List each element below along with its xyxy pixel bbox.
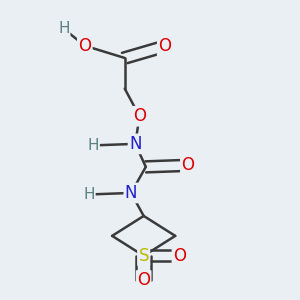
Text: H: H <box>88 138 99 153</box>
Text: H: H <box>83 187 95 202</box>
Text: O: O <box>182 156 194 174</box>
Text: O: O <box>133 107 146 125</box>
Text: O: O <box>137 272 150 290</box>
Text: O: O <box>158 37 171 55</box>
Text: N: N <box>125 184 137 202</box>
Text: S: S <box>138 247 149 265</box>
Text: H: H <box>58 21 70 36</box>
Text: O: O <box>173 247 186 265</box>
Text: O: O <box>78 37 91 55</box>
Text: N: N <box>129 135 142 153</box>
